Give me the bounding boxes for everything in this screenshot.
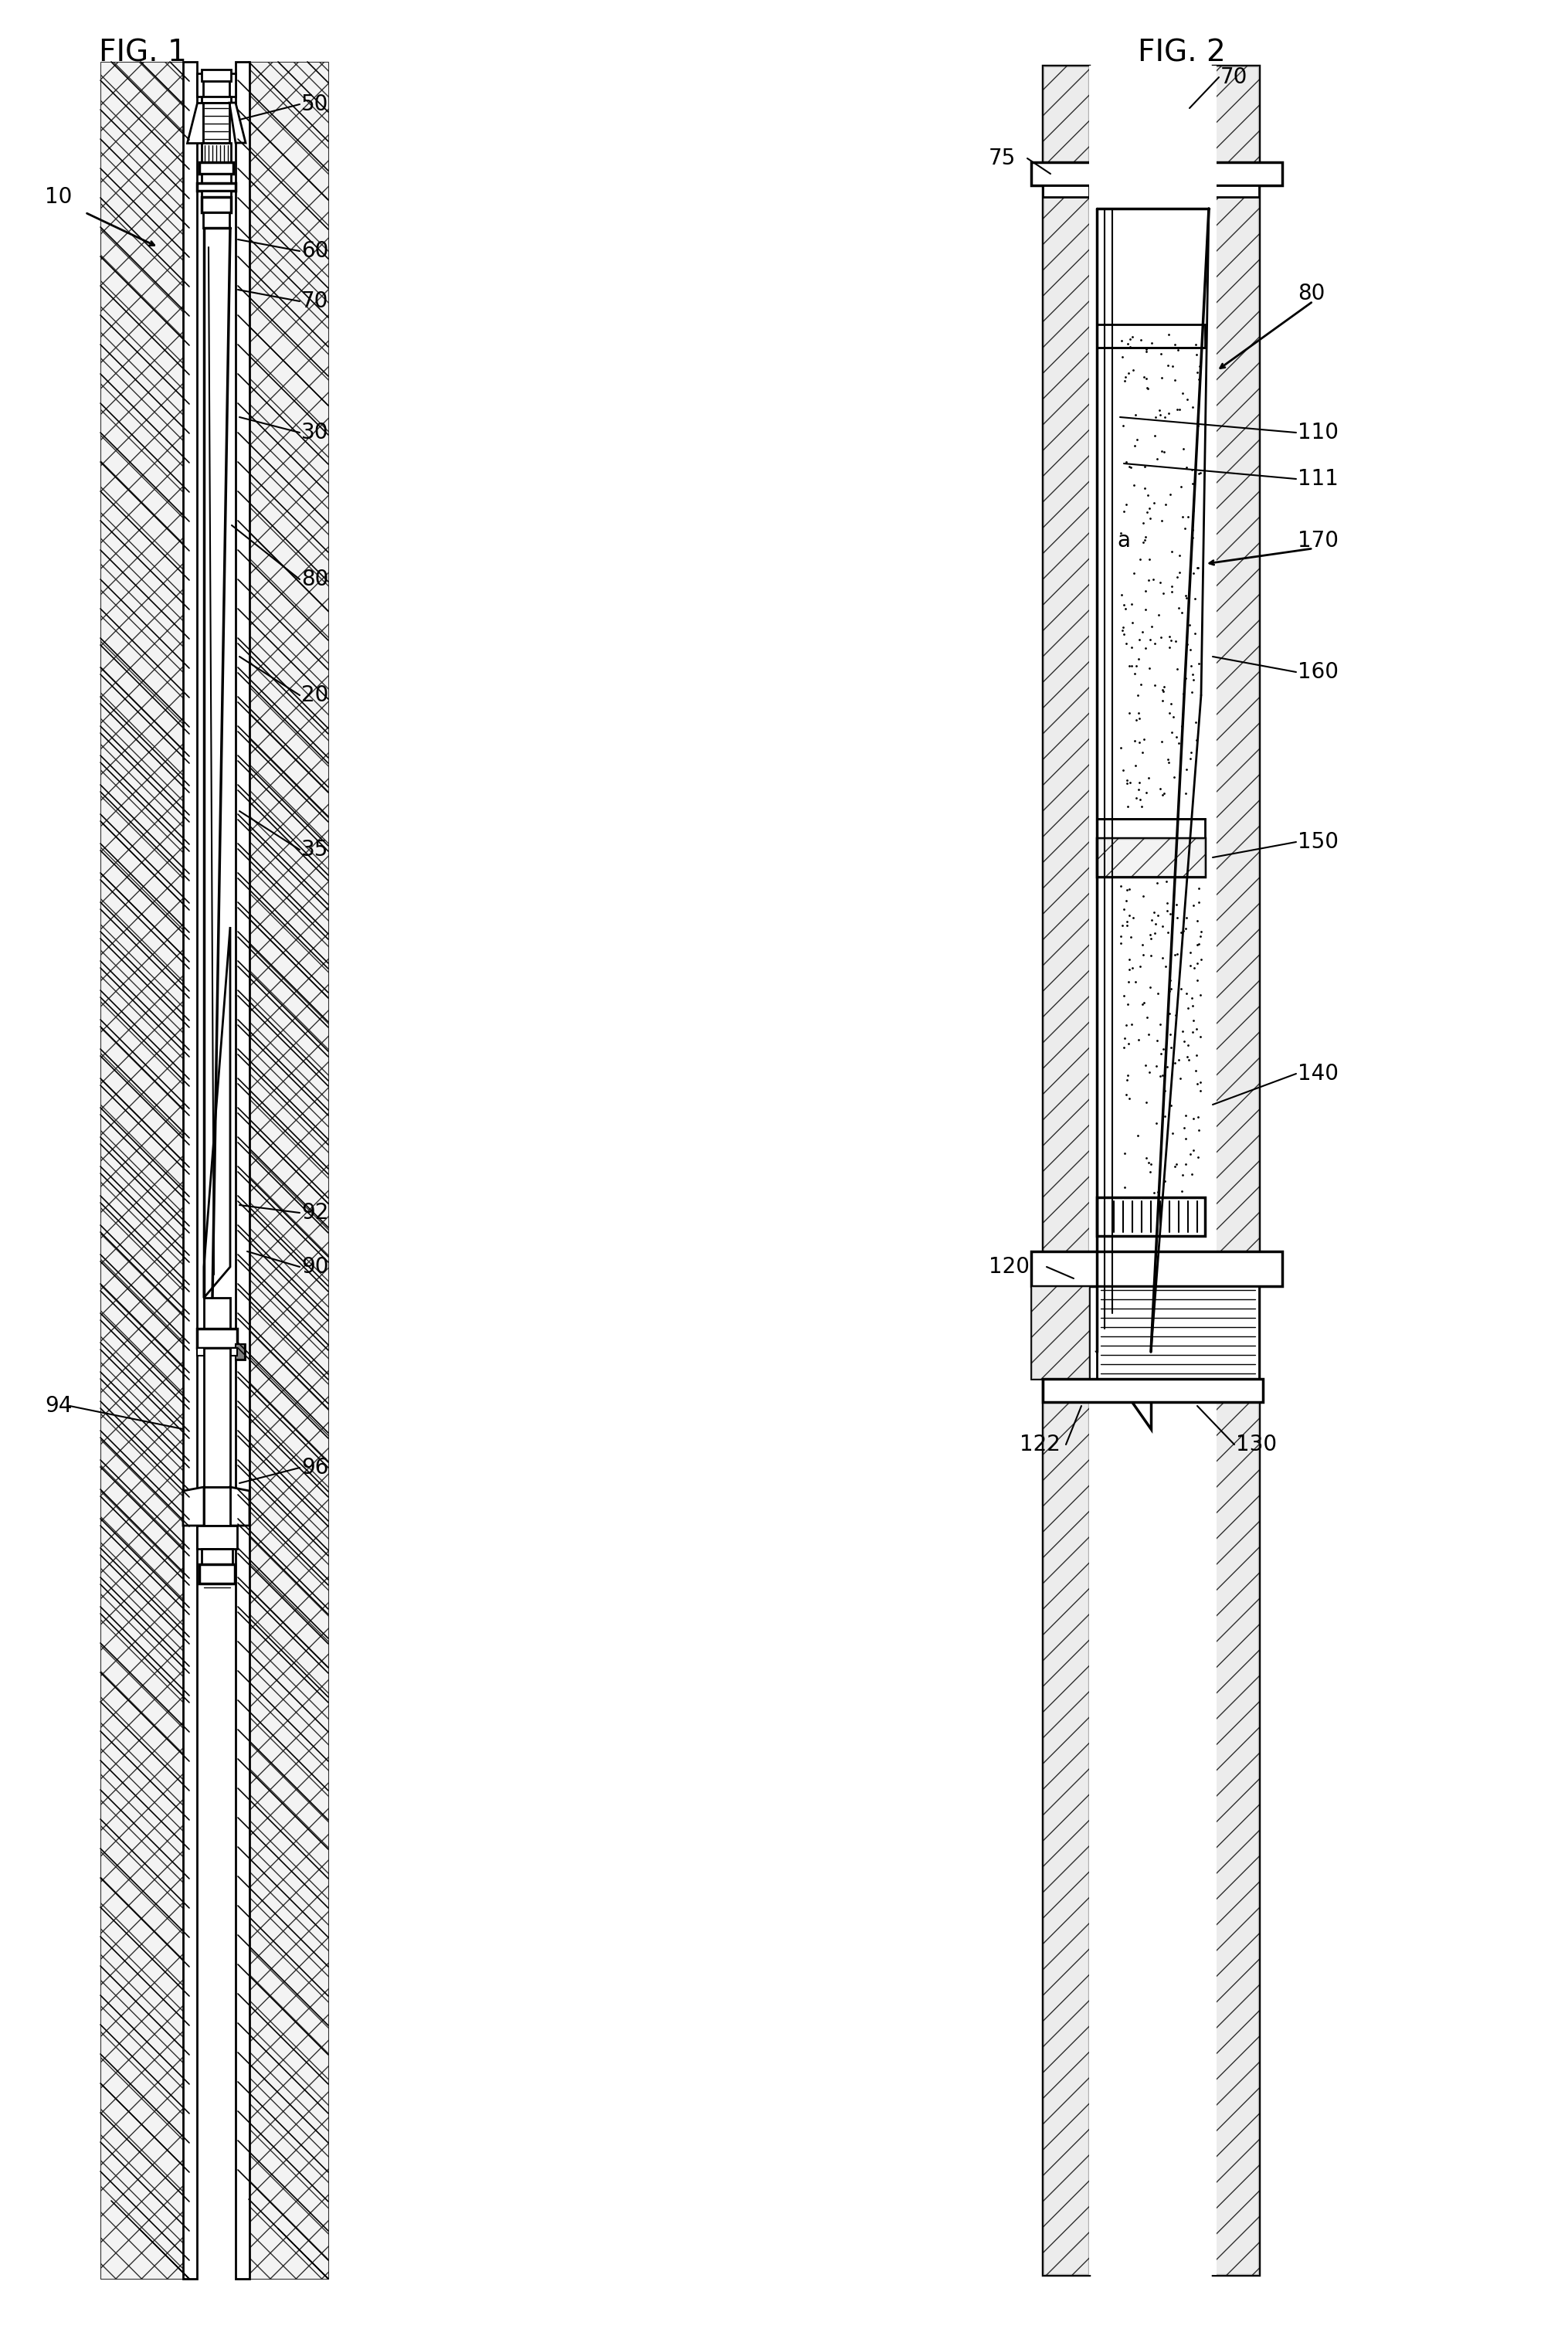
Polygon shape — [204, 927, 230, 1297]
Bar — [183, 63, 198, 2278]
Bar — [235, 1344, 245, 1360]
Text: 92: 92 — [301, 1202, 328, 1223]
Text: 50: 50 — [301, 93, 328, 114]
Bar — [1212, 65, 1259, 2275]
Bar — [1096, 1197, 1204, 1237]
Bar — [1030, 1286, 1088, 1379]
Text: 94: 94 — [45, 1395, 72, 1416]
Bar — [198, 75, 235, 95]
Text: 80: 80 — [1297, 282, 1325, 305]
Bar — [1096, 1286, 1259, 1379]
Polygon shape — [230, 1486, 249, 1525]
Bar — [235, 63, 249, 2278]
Bar — [1043, 186, 1088, 198]
Bar — [1212, 186, 1259, 198]
Text: 35: 35 — [301, 838, 328, 859]
Polygon shape — [187, 102, 202, 142]
Bar — [1096, 838, 1204, 876]
Bar — [202, 1549, 232, 1565]
Text: 140: 140 — [1297, 1062, 1338, 1085]
Bar — [1043, 65, 1088, 2275]
Bar — [1043, 1379, 1262, 1402]
Bar — [202, 102, 229, 142]
Bar — [1088, 65, 1215, 2275]
Text: 130: 130 — [1236, 1435, 1276, 1456]
Bar — [1096, 820, 1204, 838]
Text: 30: 30 — [301, 422, 329, 443]
Bar — [202, 198, 230, 212]
Bar — [202, 191, 230, 198]
Text: 170: 170 — [1297, 531, 1338, 552]
Text: 96: 96 — [301, 1458, 328, 1479]
Bar — [1096, 838, 1204, 876]
Bar — [202, 95, 230, 102]
Text: 60: 60 — [301, 240, 328, 261]
Polygon shape — [235, 1344, 245, 1360]
Text: 150: 150 — [1297, 831, 1338, 852]
Bar — [100, 63, 190, 2278]
Text: FIG. 2: FIG. 2 — [1137, 37, 1225, 68]
Bar — [204, 1348, 230, 1486]
Polygon shape — [183, 1486, 204, 1525]
Bar — [1030, 163, 1281, 186]
Text: 120: 120 — [988, 1255, 1029, 1279]
Bar — [204, 1297, 230, 1328]
Text: 80: 80 — [301, 568, 328, 589]
Bar — [198, 1348, 237, 1355]
Text: 110: 110 — [1297, 422, 1338, 443]
Bar — [202, 142, 230, 163]
Text: 160: 160 — [1297, 661, 1338, 682]
Bar — [1030, 1286, 1088, 1379]
Bar — [202, 70, 230, 82]
Bar — [198, 1328, 237, 1348]
Bar — [1043, 65, 1088, 2275]
Bar — [199, 1565, 235, 1584]
Text: 111: 111 — [1297, 468, 1338, 489]
Bar — [204, 1486, 230, 1525]
Bar — [198, 184, 235, 191]
Text: 75: 75 — [988, 147, 1016, 170]
Bar — [198, 1525, 237, 1549]
Bar — [240, 63, 328, 2278]
Bar — [202, 175, 230, 184]
Text: 10: 10 — [45, 186, 72, 207]
Text: 70: 70 — [1220, 68, 1247, 89]
Bar — [1030, 1251, 1281, 1286]
Bar — [202, 82, 229, 95]
Text: 122: 122 — [1019, 1435, 1060, 1456]
Bar — [199, 163, 234, 175]
Text: 70: 70 — [301, 291, 328, 312]
Text: 20: 20 — [301, 685, 328, 706]
Bar — [1212, 65, 1259, 2275]
Text: 90: 90 — [301, 1255, 329, 1279]
Polygon shape — [1096, 1351, 1151, 1430]
Text: a: a — [1116, 531, 1131, 552]
Polygon shape — [229, 102, 246, 142]
Bar — [1096, 324, 1204, 347]
Text: FIG. 1: FIG. 1 — [99, 37, 187, 68]
Bar — [202, 212, 229, 228]
